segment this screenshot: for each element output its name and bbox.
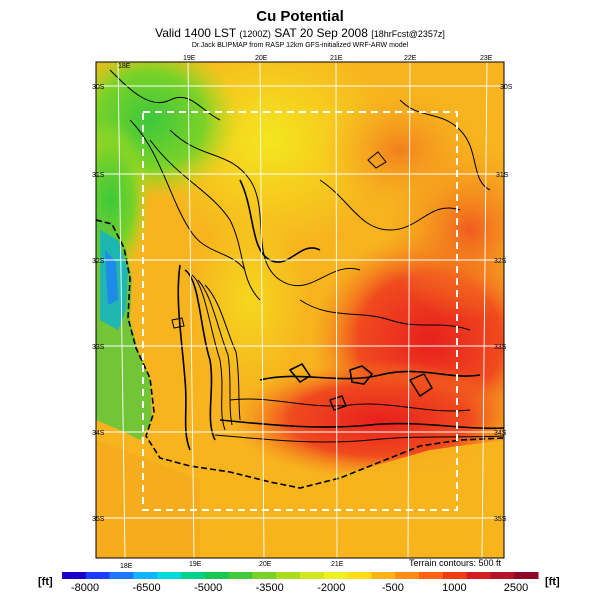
forecast-info: [18hrFcst@2357z] — [371, 29, 445, 39]
lon-label-bottom-20e: 20E — [259, 561, 272, 568]
map-title: Cu Potential — [256, 8, 344, 25]
lon-label-bottom-18e: 18E — [120, 563, 133, 570]
lat-label-right-31s: 31S — [496, 172, 509, 179]
colorbar-unit-right: [ft] — [545, 576, 560, 588]
lat-label-left-31s: 31S — [92, 172, 105, 179]
lat-label-left-30s: 30S — [92, 84, 105, 91]
lat-label-right-32s: 32S — [494, 258, 507, 265]
lon-label-bottom-21e: 21E — [331, 561, 344, 568]
lon-label-bottom-19e: 19E — [189, 561, 202, 568]
lon-label-top-18e: 18E — [118, 63, 131, 70]
lon-label-top-20e: 20E — [255, 55, 268, 62]
map-subtitle: Valid 1400 LST (1200Z) SAT 20 Sep 2008 [… — [0, 26, 600, 40]
lon-label-top-23e: 23E — [480, 55, 493, 62]
lat-label-right-34s: 34S — [494, 430, 507, 437]
terrain-contour-note: Terrain contours: 500 ft — [408, 558, 501, 568]
utc-time: (1200Z) — [239, 29, 271, 39]
valid-time: Valid 1400 LST — [155, 26, 237, 40]
lat-label-right-35s: 35S — [494, 516, 507, 523]
terrain-contours — [109, 69, 504, 451]
map-frame — [95, 61, 505, 559]
valid-date: SAT 20 Sep 2008 — [274, 26, 368, 40]
map-field — [96, 62, 504, 558]
lon-label-top-21e: 21E — [330, 55, 343, 62]
lat-label-left-32s: 32S — [92, 258, 105, 265]
lat-label-left-33s: 33S — [92, 344, 105, 351]
coastline — [96, 219, 504, 489]
lat-label-right-33s: 33S — [494, 344, 507, 351]
lat-label-right-30s: 30S — [500, 84, 513, 91]
inner-domain-box — [142, 111, 458, 511]
lat-label-left-35s: 35S — [92, 516, 105, 523]
model-credit: Dr.Jack BLIPMAP from RASP 12km GFS-initi… — [191, 42, 409, 49]
graticule — [96, 61, 504, 559]
lon-label-top-19e: 19E — [183, 55, 196, 62]
lat-label-left-34s: 34S — [92, 430, 105, 437]
lon-label-top-22e: 22E — [404, 55, 417, 62]
colorbar-unit-left: [ft] — [38, 576, 53, 588]
